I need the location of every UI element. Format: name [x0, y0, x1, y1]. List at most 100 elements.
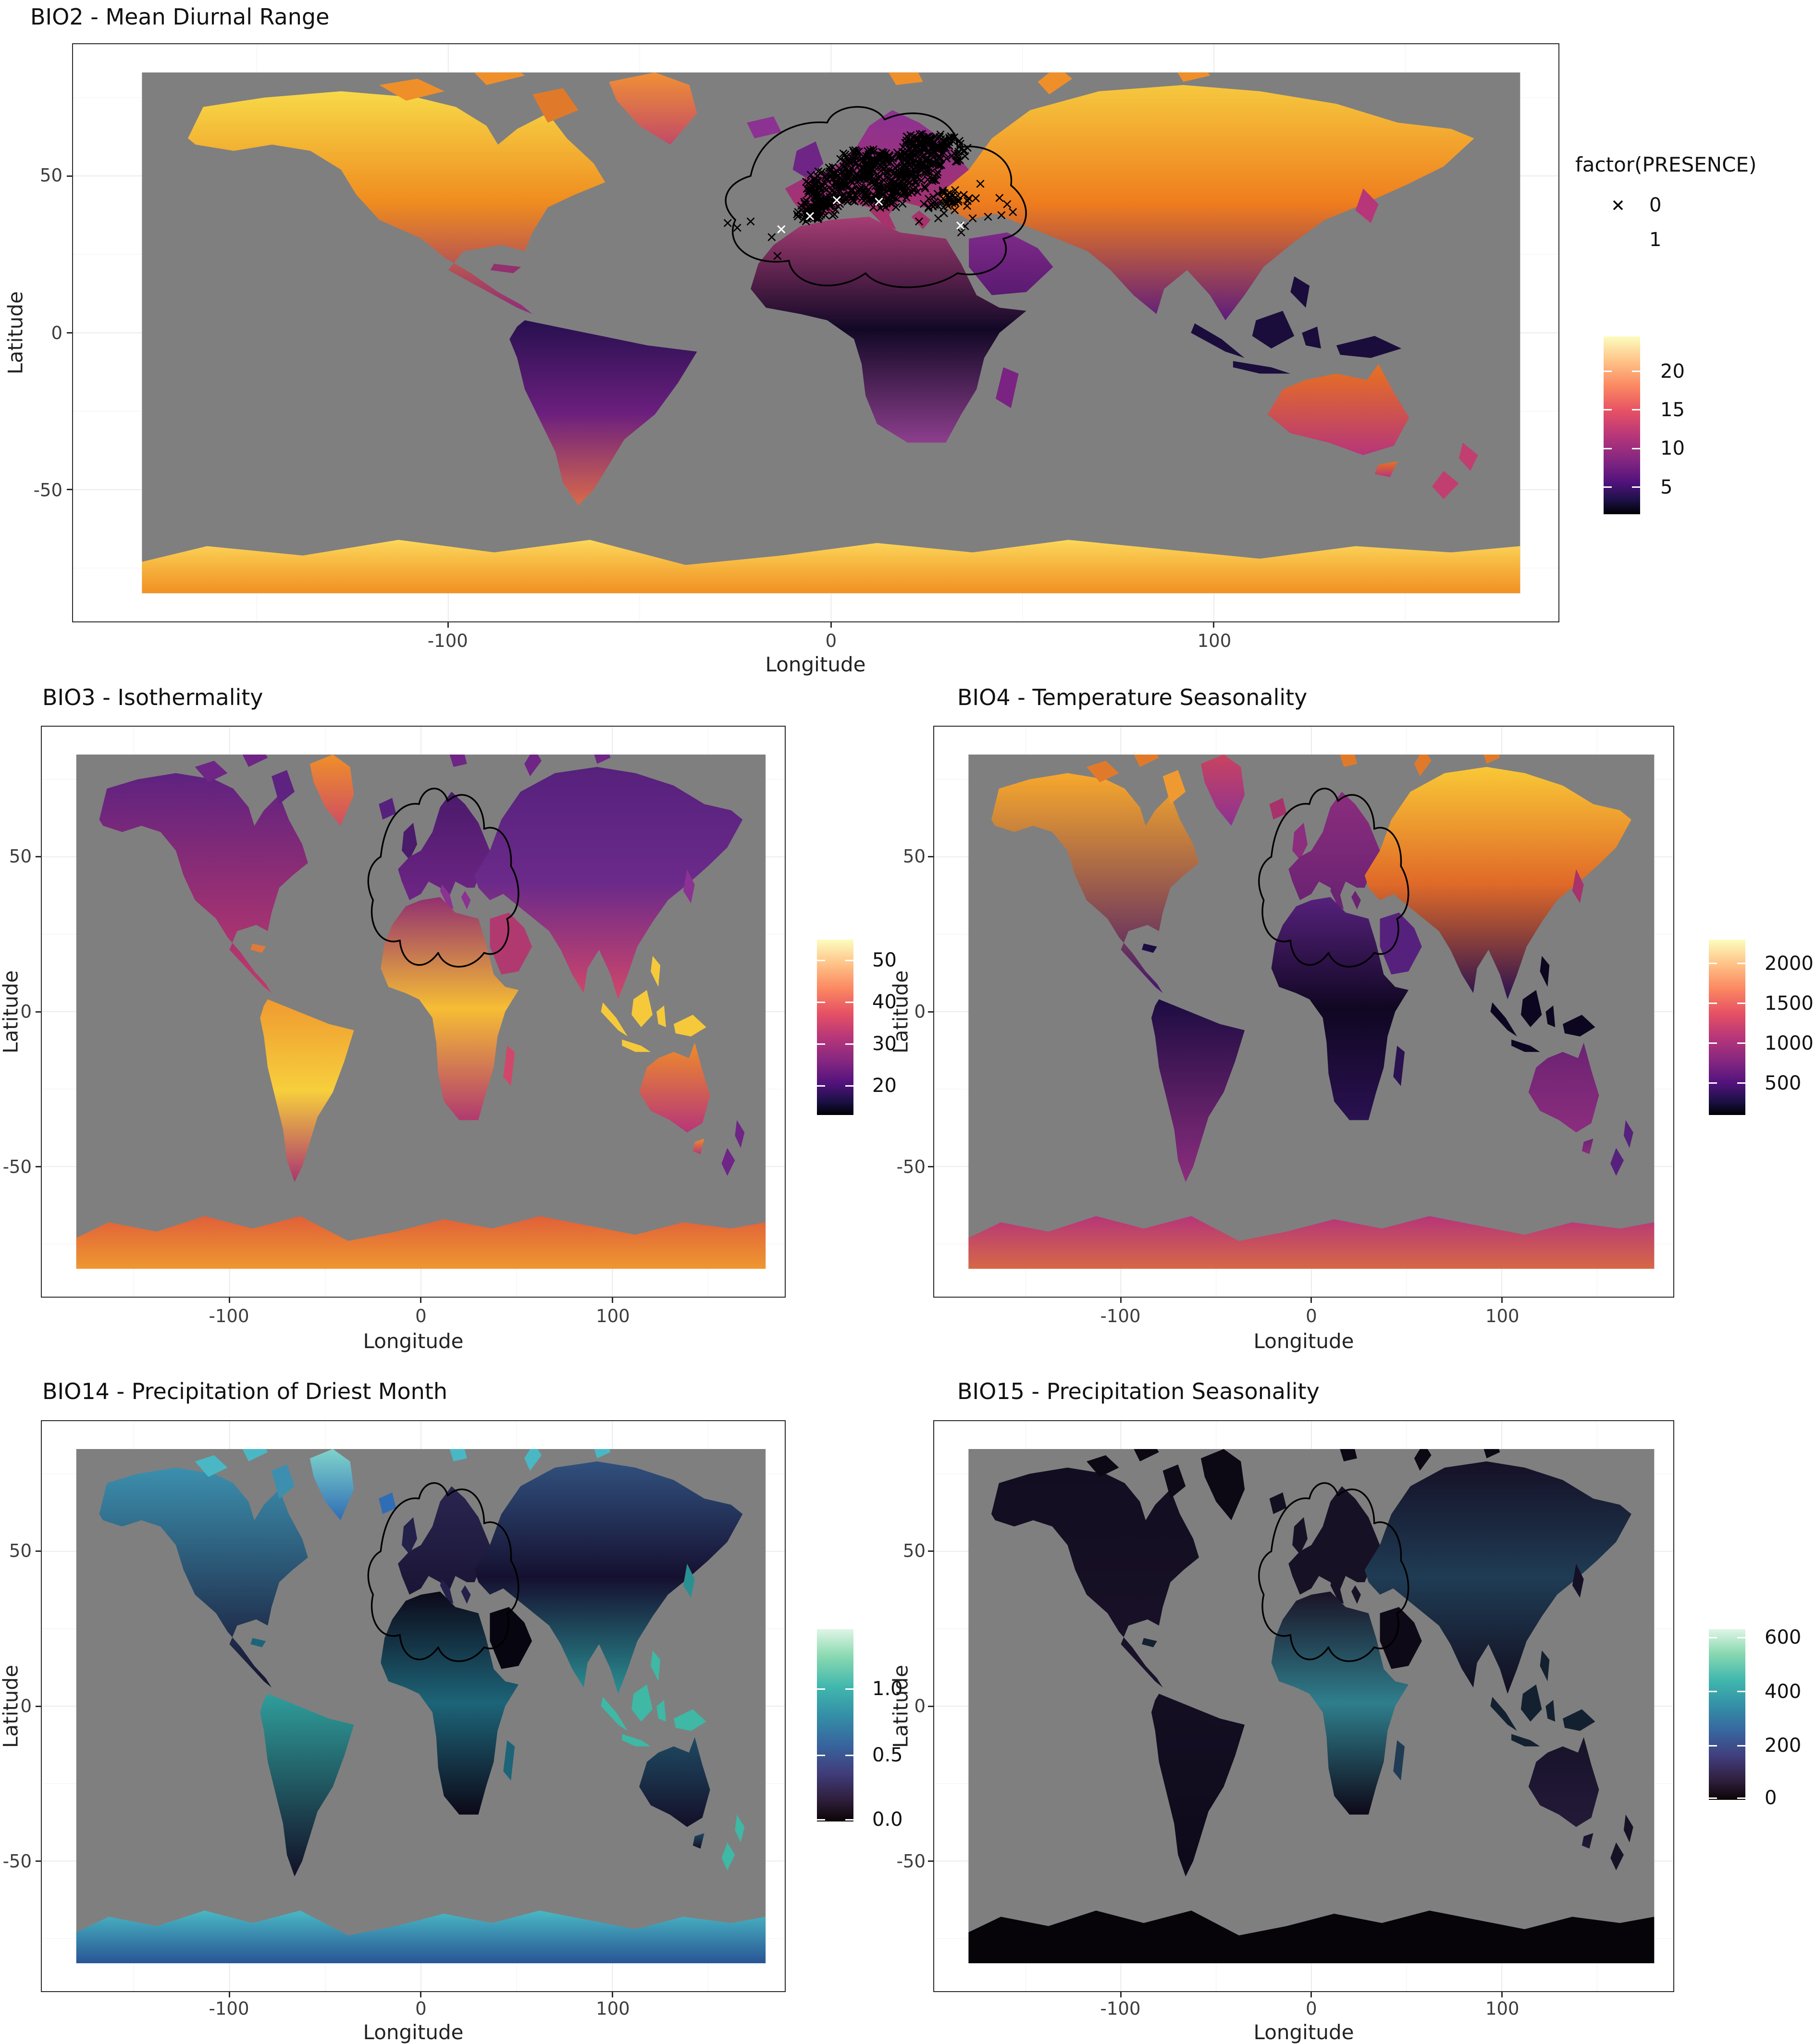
continent-madagascar — [995, 367, 1019, 409]
x-tick-mark — [1120, 1297, 1122, 1303]
continent-victoria-island — [1087, 760, 1119, 783]
colorbar-labels-bio15: 600 400 200 0 — [1765, 1626, 1816, 1809]
presence-0-marker-icon — [1611, 198, 1625, 212]
continent-britain — [1292, 822, 1308, 860]
x-tick-mark — [611, 1297, 613, 1303]
x-tick-mark — [1120, 1991, 1122, 1997]
colorbar-bio15 — [1709, 1629, 1745, 1800]
continent-iceland — [1269, 1492, 1287, 1514]
colorbar-tick-mark — [1737, 1636, 1745, 1638]
continent-iceland — [379, 798, 396, 820]
continent-arabia — [969, 232, 1053, 296]
map-panel-bio2 — [67, 43, 1559, 628]
colorbar-labels-bio2: 20 15 10 5 — [1660, 336, 1752, 514]
continent-north-america — [991, 1467, 1199, 1688]
continent-greece — [1351, 1585, 1361, 1604]
colorbar-tick-mark — [1709, 1797, 1717, 1799]
colorbar-tick-mark — [1709, 1003, 1717, 1004]
continent-tasmania — [1374, 461, 1398, 477]
study-region-outline — [1259, 789, 1408, 967]
continent-svalbard — [1340, 1449, 1357, 1462]
continent-britain — [1292, 1517, 1308, 1555]
continent-sulawesi — [1545, 1005, 1556, 1028]
y-tick-mark — [928, 1705, 934, 1707]
colorbar-tick-mark — [1709, 1636, 1717, 1638]
continent-nz-south — [1610, 1148, 1624, 1176]
colorbar-labels-bio14: 1.0 0.5 0.0 — [872, 1629, 964, 1831]
colorbar-tick-mark — [1604, 371, 1612, 372]
map-panel-bio15 — [928, 1420, 1674, 1997]
y-tick-mark — [36, 1011, 42, 1013]
continent-japan — [1572, 1563, 1584, 1598]
colorbar-tick-mark — [817, 1043, 825, 1045]
continent-nz-north — [1458, 442, 1478, 471]
study-region-outline — [368, 789, 519, 967]
continent-britain — [402, 1517, 417, 1555]
x-tick-mark — [1310, 1991, 1312, 1997]
x-tick-label: 100 — [1197, 631, 1232, 651]
y-axis-title-bio14: Latitude — [0, 1665, 23, 1748]
continent-tasmania — [692, 1139, 704, 1154]
continent-cuba — [250, 943, 266, 953]
colorbar-tick-mark — [1709, 1691, 1717, 1693]
continent-victoria-island — [195, 760, 228, 783]
continent-sumatra — [601, 1697, 628, 1731]
y-tick-label: 0 — [914, 1696, 926, 1717]
x-axis-ticks-bio2: -100 0 100 — [72, 631, 1559, 651]
continent-britain — [792, 141, 824, 179]
y-axis-ticks-bio3: 50 0 -50 — [0, 726, 32, 1298]
colorbar-tick-mark — [845, 959, 853, 961]
y-tick-label: 0 — [914, 1001, 926, 1022]
x-tick-mark — [420, 1991, 422, 1997]
y-tick-label: -50 — [2, 1156, 32, 1177]
continent-south-america — [509, 320, 697, 506]
y-tick-mark — [36, 856, 42, 858]
continent-asia — [1364, 767, 1631, 1000]
continent-australia — [639, 1042, 710, 1133]
world-map-bio15 — [934, 1421, 1673, 1991]
continent-philippines — [1290, 276, 1310, 308]
y-axis-title-bio4: Latitude — [889, 970, 913, 1053]
x-tick-mark — [229, 1297, 231, 1303]
colorbar-bio2 — [1604, 336, 1640, 514]
continent-north-america — [991, 773, 1199, 993]
y-axis-ticks-bio2: 50 0 -50 — [0, 43, 62, 622]
x-axis-title-bio15: Longitude — [1253, 2020, 1354, 2044]
continent-japan — [1355, 188, 1379, 223]
continent-severnaya-zemlya — [594, 755, 611, 764]
continent-arabia — [490, 1607, 532, 1669]
continent-cuba — [1142, 943, 1157, 953]
continent-ellesmere — [474, 72, 525, 85]
continent-borneo — [1252, 310, 1295, 349]
continent-italy — [440, 1579, 454, 1604]
colorbar-tick: 30 — [872, 1033, 897, 1055]
x-tick-label: -100 — [1100, 1998, 1141, 2019]
continent-north-america — [99, 1467, 308, 1688]
continent-australia — [1528, 1042, 1599, 1133]
x-tick-label: 0 — [1306, 1306, 1317, 1326]
continent-greenland — [1200, 1449, 1245, 1521]
continent-novaya-zemlya — [524, 1449, 542, 1471]
continent-sulawesi — [656, 1700, 666, 1722]
x-tick-mark — [1501, 1297, 1503, 1303]
continent-asia — [938, 85, 1474, 321]
colorbar-tick-mark — [845, 1688, 853, 1690]
x-tick-mark — [229, 1991, 231, 1997]
continent-south-america — [260, 1694, 354, 1877]
x-axis-title-bio4: Longitude — [1253, 1329, 1354, 1353]
colorbar-tick: 40 — [872, 991, 897, 1014]
continent-tasmania — [692, 1833, 704, 1849]
colorbar-tick-mark — [1604, 486, 1612, 488]
y-tick-label: -50 — [896, 1156, 926, 1177]
colorbar-tick: 0.0 — [872, 1809, 903, 1831]
colorbar-tick-mark — [817, 1001, 825, 1003]
colorbar-tick-mark — [817, 1085, 825, 1087]
presence-points-absence — [724, 130, 1017, 260]
continent-baffin — [272, 770, 295, 805]
continent-greece — [461, 891, 471, 910]
continent-south-america — [1151, 999, 1245, 1182]
colorbar-tick: 1.0 — [872, 1678, 903, 1700]
continent-tasmania — [1581, 1139, 1594, 1154]
continent-antarctica — [968, 1216, 1655, 1269]
continent-arabia — [1380, 1607, 1422, 1669]
